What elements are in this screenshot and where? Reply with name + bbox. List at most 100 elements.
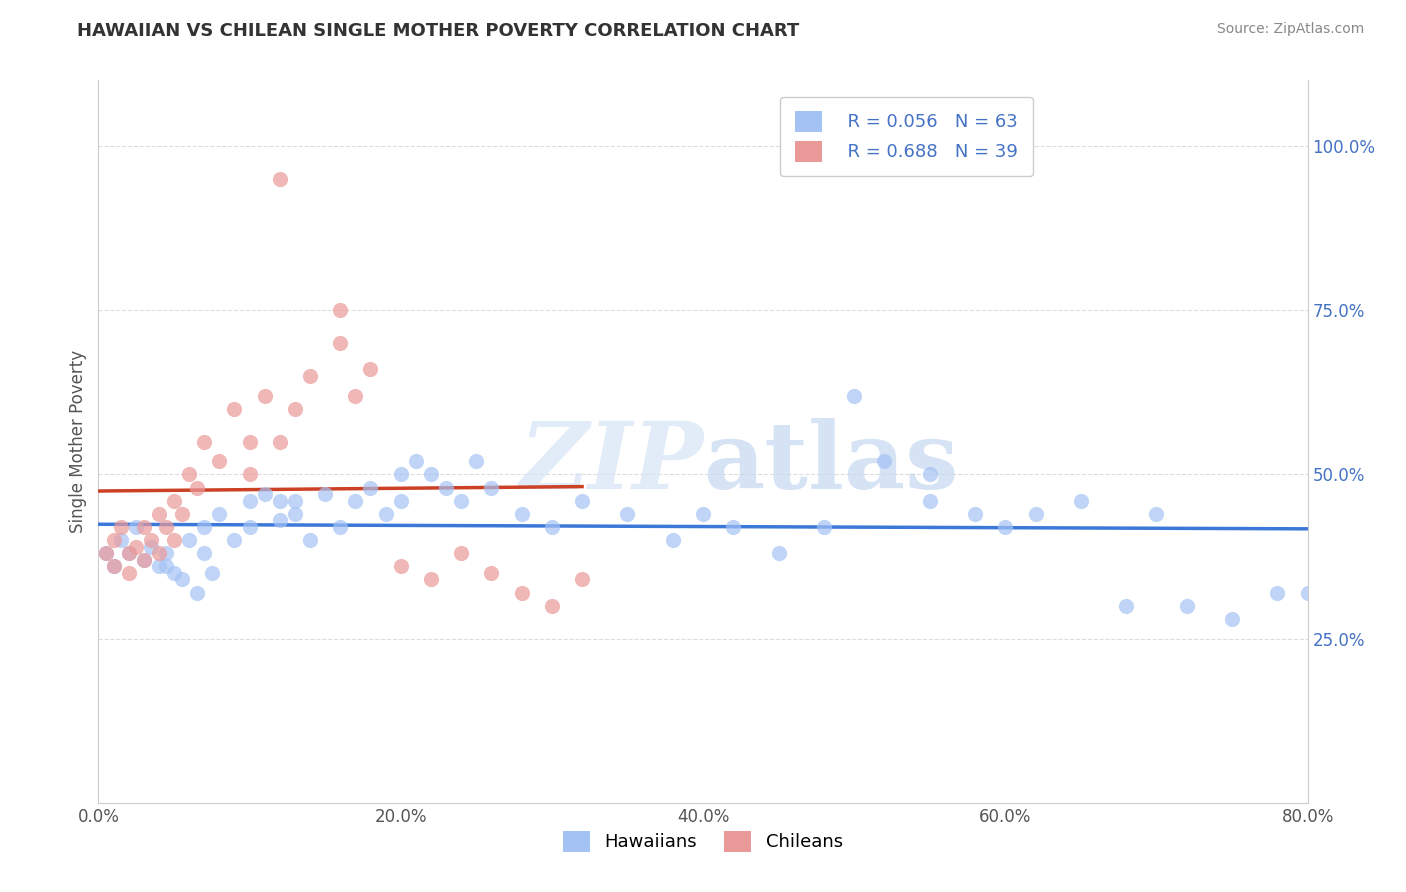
Point	[329, 303, 352, 318]
Y-axis label: Single Mother Poverty: Single Mother Poverty	[69, 350, 87, 533]
Point	[224, 401, 246, 416]
Point	[284, 493, 307, 508]
Point	[132, 520, 155, 534]
Point	[510, 585, 533, 599]
Point	[405, 454, 427, 468]
Point	[179, 533, 201, 547]
Point	[179, 467, 201, 482]
Point	[571, 573, 593, 587]
Point	[141, 533, 163, 547]
Point	[299, 533, 322, 547]
Point	[299, 368, 322, 383]
Point	[389, 467, 412, 482]
Point	[110, 520, 132, 534]
Point	[94, 546, 117, 560]
Point	[723, 520, 745, 534]
Point	[616, 507, 638, 521]
Point	[208, 454, 231, 468]
Point	[253, 487, 276, 501]
Point	[155, 559, 177, 574]
Point	[193, 546, 215, 560]
Point	[1144, 507, 1167, 521]
Point	[132, 553, 155, 567]
Legend: Hawaiians, Chileans: Hawaiians, Chileans	[555, 823, 851, 859]
Point	[170, 573, 193, 587]
Point	[994, 520, 1017, 534]
Point	[571, 493, 593, 508]
Point	[269, 493, 291, 508]
Point	[873, 454, 896, 468]
Point	[420, 467, 443, 482]
Point	[239, 520, 262, 534]
Point	[344, 493, 367, 508]
Point	[360, 362, 382, 376]
Point	[148, 507, 170, 521]
Point	[163, 566, 186, 580]
Text: atlas: atlas	[703, 418, 959, 508]
Point	[510, 507, 533, 521]
Point	[103, 559, 125, 574]
Point	[465, 454, 488, 468]
Point	[1296, 585, 1319, 599]
Text: HAWAIIAN VS CHILEAN SINGLE MOTHER POVERTY CORRELATION CHART: HAWAIIAN VS CHILEAN SINGLE MOTHER POVERT…	[77, 22, 800, 40]
Point	[314, 487, 336, 501]
Point	[1175, 599, 1198, 613]
Point	[253, 388, 276, 402]
Point	[284, 401, 307, 416]
Point	[163, 493, 186, 508]
Point	[1115, 599, 1137, 613]
Text: Source: ZipAtlas.com: Source: ZipAtlas.com	[1216, 22, 1364, 37]
Point	[208, 507, 231, 521]
Point	[360, 481, 382, 495]
Point	[329, 520, 352, 534]
Point	[918, 467, 941, 482]
Point	[125, 520, 148, 534]
Point	[1267, 585, 1289, 599]
Point	[148, 546, 170, 560]
Point	[103, 559, 125, 574]
Point	[450, 493, 472, 508]
Point	[201, 566, 224, 580]
Point	[94, 546, 117, 560]
Point	[269, 434, 291, 449]
Point	[148, 559, 170, 574]
Point	[329, 336, 352, 351]
Point	[125, 540, 148, 554]
Point	[118, 546, 141, 560]
Point	[186, 481, 208, 495]
Point	[1070, 493, 1092, 508]
Point	[661, 533, 683, 547]
Point	[239, 434, 262, 449]
Point	[692, 507, 714, 521]
Point	[844, 388, 866, 402]
Point	[389, 559, 412, 574]
Point	[918, 493, 941, 508]
Point	[965, 507, 987, 521]
Point	[1220, 612, 1243, 626]
Point	[1024, 507, 1046, 521]
Point	[193, 434, 215, 449]
Text: ZIP: ZIP	[519, 418, 703, 508]
Point	[768, 546, 790, 560]
Point	[110, 533, 132, 547]
Point	[239, 493, 262, 508]
Point	[450, 546, 472, 560]
Point	[118, 546, 141, 560]
Point	[540, 520, 562, 534]
Point	[389, 493, 412, 508]
Point	[239, 467, 262, 482]
Point	[141, 540, 163, 554]
Point	[540, 599, 562, 613]
Point	[269, 171, 291, 186]
Point	[186, 585, 208, 599]
Point	[224, 533, 246, 547]
Point	[434, 481, 457, 495]
Point	[284, 507, 307, 521]
Point	[118, 566, 141, 580]
Point	[481, 566, 503, 580]
Point	[155, 546, 177, 560]
Point	[374, 507, 396, 521]
Point	[155, 520, 177, 534]
Point	[813, 520, 835, 534]
Point	[193, 520, 215, 534]
